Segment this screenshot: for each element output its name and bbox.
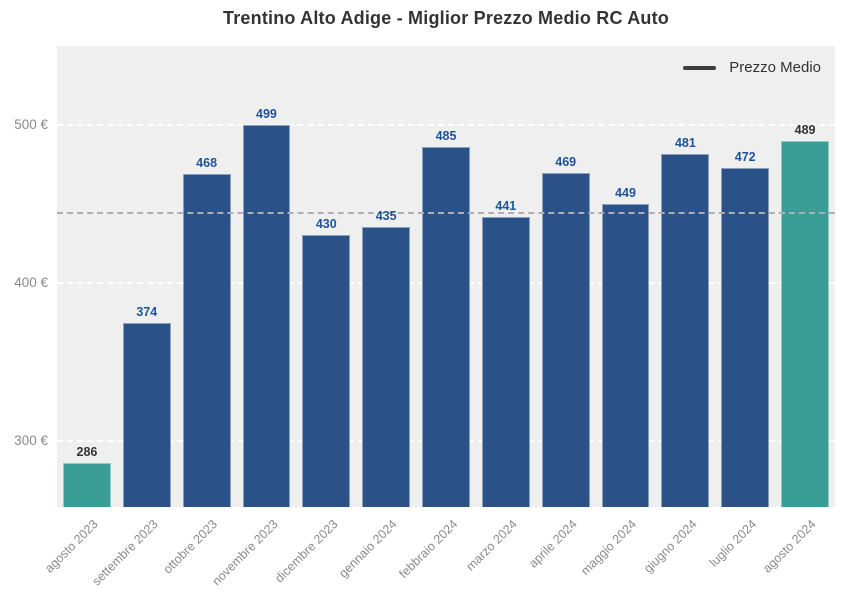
bar-ottobre-2023 xyxy=(182,174,231,507)
gridline-500 xyxy=(57,123,835,126)
legend-label: Prezzo Medio xyxy=(729,59,821,76)
y-tick-label-500: 500 € xyxy=(14,116,48,132)
bar-agosto-2024 xyxy=(781,141,829,507)
x-tick-label-text: aprile 2024 xyxy=(525,517,580,571)
bar-dicembre-2023 xyxy=(302,234,351,507)
bar-value-label: 374 xyxy=(136,305,158,320)
x-tick-label-text: febbraio 2024 xyxy=(395,517,460,581)
x-tick-label-text: luglio 2024 xyxy=(706,517,760,570)
bar-luglio-2024 xyxy=(721,167,770,507)
bar-value-label: 430 xyxy=(315,216,337,231)
x-tick-label-text: novembre 2023 xyxy=(209,517,281,589)
bar-value-label: 286 xyxy=(76,444,98,459)
x-tick-label-text: agosto 2023 xyxy=(42,517,101,576)
bar-value-label: 485 xyxy=(435,129,457,144)
bar-novembre-2023 xyxy=(242,125,291,507)
x-tick-label-text: agosto 2024 xyxy=(760,517,819,576)
x-tick-label-text: ottobre 2023 xyxy=(160,517,221,577)
average-price-line xyxy=(57,211,835,214)
x-tick-label-text: settembre 2023 xyxy=(89,517,161,589)
bar-value-label: 499 xyxy=(256,107,277,122)
bar-maggio-2024 xyxy=(601,204,650,507)
bar-value-label: 468 xyxy=(196,156,218,171)
x-tick-label-text: dicembre 2023 xyxy=(271,517,341,586)
bar-value-label: 469 xyxy=(555,154,577,169)
x-tick-label-text: giugno 2024 xyxy=(640,517,700,576)
bar-value-label: 481 xyxy=(674,135,696,150)
x-tick-label-text: gennaio 2024 xyxy=(336,517,401,581)
bar-settembre-2023 xyxy=(122,323,171,507)
x-tick-label-text: maggio 2024 xyxy=(578,517,640,579)
bar-value-label: 435 xyxy=(375,208,397,223)
bar-value-label: 472 xyxy=(734,149,756,164)
plot-area: 286 374 468 499 430 435 485 441 469 449 481 472 489 … xyxy=(57,46,835,507)
chart-title: Trentino Alto Adige - Miglior Prezzo Med… xyxy=(223,8,669,28)
bar-gennaio-2024 xyxy=(362,226,411,507)
legend-line-swatch xyxy=(683,65,717,70)
x-tick-label-text: marzo 2024 xyxy=(463,517,520,574)
legend: Prezzo Medio xyxy=(683,59,821,76)
y-tick-label-400: 400 € xyxy=(14,275,48,291)
bar-febbraio-2024 xyxy=(422,147,470,507)
bar-marzo-2024 xyxy=(481,217,530,507)
bar-giugno-2024 xyxy=(661,153,710,507)
bar-value-label: 489 xyxy=(794,123,816,138)
y-tick-label-300: 300 € xyxy=(14,433,48,449)
bar-aprile-2024 xyxy=(541,172,590,507)
bar-value-label: 441 xyxy=(495,199,517,214)
bar-value-label: 449 xyxy=(615,186,636,201)
bar-agosto-2023 xyxy=(62,462,111,507)
